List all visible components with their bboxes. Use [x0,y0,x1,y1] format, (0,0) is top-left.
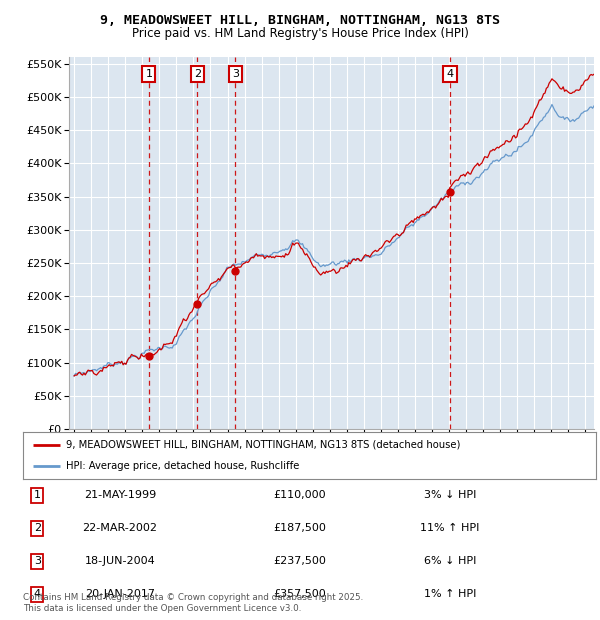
Text: 1: 1 [145,69,152,79]
Text: 2: 2 [34,523,41,533]
Text: £110,000: £110,000 [274,490,326,500]
Text: 18-JUN-2004: 18-JUN-2004 [85,556,155,566]
Text: 3: 3 [34,556,41,566]
Text: 6% ↓ HPI: 6% ↓ HPI [424,556,476,566]
Text: Contains HM Land Registry data © Crown copyright and database right 2025.
This d: Contains HM Land Registry data © Crown c… [23,593,363,613]
Text: 9, MEADOWSWEET HILL, BINGHAM, NOTTINGHAM, NG13 8TS: 9, MEADOWSWEET HILL, BINGHAM, NOTTINGHAM… [100,14,500,27]
Text: HPI: Average price, detached house, Rushcliffe: HPI: Average price, detached house, Rush… [66,461,299,471]
Text: £187,500: £187,500 [274,523,326,533]
Text: 3: 3 [232,69,239,79]
Text: 21-MAY-1999: 21-MAY-1999 [84,490,156,500]
Text: 4: 4 [446,69,454,79]
Text: £357,500: £357,500 [274,589,326,599]
Text: 9, MEADOWSWEET HILL, BINGHAM, NOTTINGHAM, NG13 8TS (detached house): 9, MEADOWSWEET HILL, BINGHAM, NOTTINGHAM… [66,440,460,450]
Text: 1% ↑ HPI: 1% ↑ HPI [424,589,476,599]
Text: Price paid vs. HM Land Registry's House Price Index (HPI): Price paid vs. HM Land Registry's House … [131,27,469,40]
Text: 11% ↑ HPI: 11% ↑ HPI [421,523,479,533]
Text: 20-JAN-2017: 20-JAN-2017 [85,589,155,599]
Text: £237,500: £237,500 [274,556,326,566]
Text: 3% ↓ HPI: 3% ↓ HPI [424,490,476,500]
Text: 1: 1 [34,490,41,500]
Text: 4: 4 [34,589,41,599]
Text: 2: 2 [194,69,201,79]
Text: 22-MAR-2002: 22-MAR-2002 [83,523,157,533]
